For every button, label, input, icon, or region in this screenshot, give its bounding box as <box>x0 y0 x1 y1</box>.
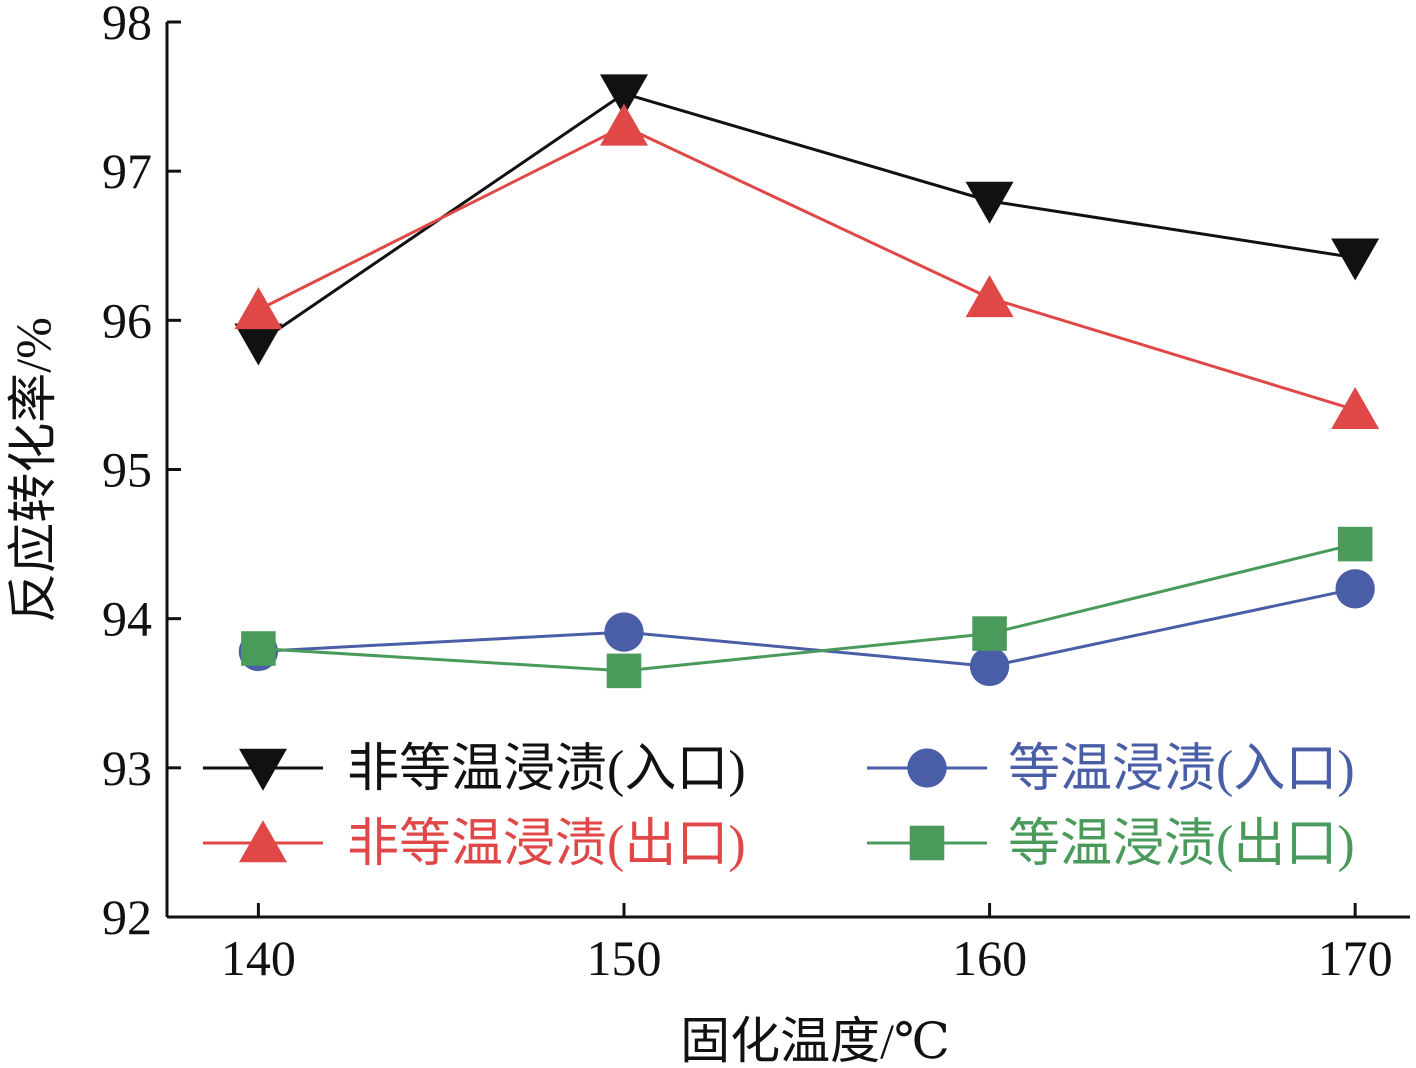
series-line <box>257 124 1356 412</box>
series-line <box>258 542 1356 673</box>
legend-marker <box>239 820 287 863</box>
y-tick-label: 94 <box>102 591 152 647</box>
series-3 <box>238 569 1375 687</box>
series-2 <box>234 103 1380 430</box>
legend-label: 等温浸渍(出口) <box>1008 816 1355 873</box>
data-point-marker <box>599 103 648 146</box>
y-tick-label: 96 <box>102 292 152 348</box>
data-point-marker <box>234 323 283 366</box>
y-tick-label: 97 <box>102 143 152 199</box>
legend: 非等温浸渍(入口) 非等温浸渍(出口) 等温浸渍(入口) 等温浸渍(出口) <box>203 741 1355 873</box>
legend-label: 等温浸渍(入口) <box>1008 741 1355 798</box>
series-line <box>257 91 1356 344</box>
x-tick-label: 170 <box>1318 930 1393 986</box>
y-ticks: 92 93 94 95 96 97 98 <box>102 0 181 945</box>
series-1 <box>234 74 1380 366</box>
legend-label: 非等温浸渍(出口) <box>347 816 746 873</box>
x-ticks: 140 150 160 170 <box>221 903 1393 986</box>
x-tick-label: 150 <box>586 930 661 986</box>
data-point-marker <box>1337 526 1373 562</box>
data-point-marker <box>969 646 1010 687</box>
legend-marker <box>907 748 947 788</box>
x-tick-label: 160 <box>952 930 1027 986</box>
series-line <box>258 587 1356 668</box>
y-axis-title: 反应转化率/% <box>5 317 61 623</box>
legend-marker <box>239 748 287 791</box>
x-tick-label: 140 <box>221 930 296 986</box>
data-point-marker <box>965 275 1014 318</box>
y-tick-label: 93 <box>102 740 152 796</box>
data-point-marker <box>1331 238 1380 281</box>
data-point-marker <box>972 616 1007 651</box>
y-tick-label: 95 <box>102 442 152 498</box>
y-tick-label: 92 <box>102 889 152 945</box>
data-point-marker <box>965 181 1014 224</box>
legend-item: 等温浸渍(出口) <box>867 816 1355 873</box>
legend-item: 非等温浸渍(入口) <box>203 741 746 798</box>
series-4 <box>241 526 1373 689</box>
data-point-marker <box>599 74 648 117</box>
series-layer <box>234 74 1380 689</box>
legend-item: 等温浸渍(入口) <box>867 741 1355 798</box>
x-axis-title: 固化温度/℃ <box>680 1013 950 1068</box>
legend-marker <box>909 825 945 861</box>
data-point-marker <box>606 653 642 689</box>
data-point-marker <box>1331 387 1380 430</box>
legend-item: 非等温浸渍(出口) <box>203 816 746 873</box>
y-tick-label: 98 <box>102 0 152 50</box>
legend-label: 非等温浸渍(入口) <box>347 741 746 798</box>
data-point-marker <box>604 612 644 652</box>
data-point-marker <box>241 631 276 666</box>
data-point-marker <box>234 287 283 330</box>
data-point-marker <box>1335 569 1375 609</box>
